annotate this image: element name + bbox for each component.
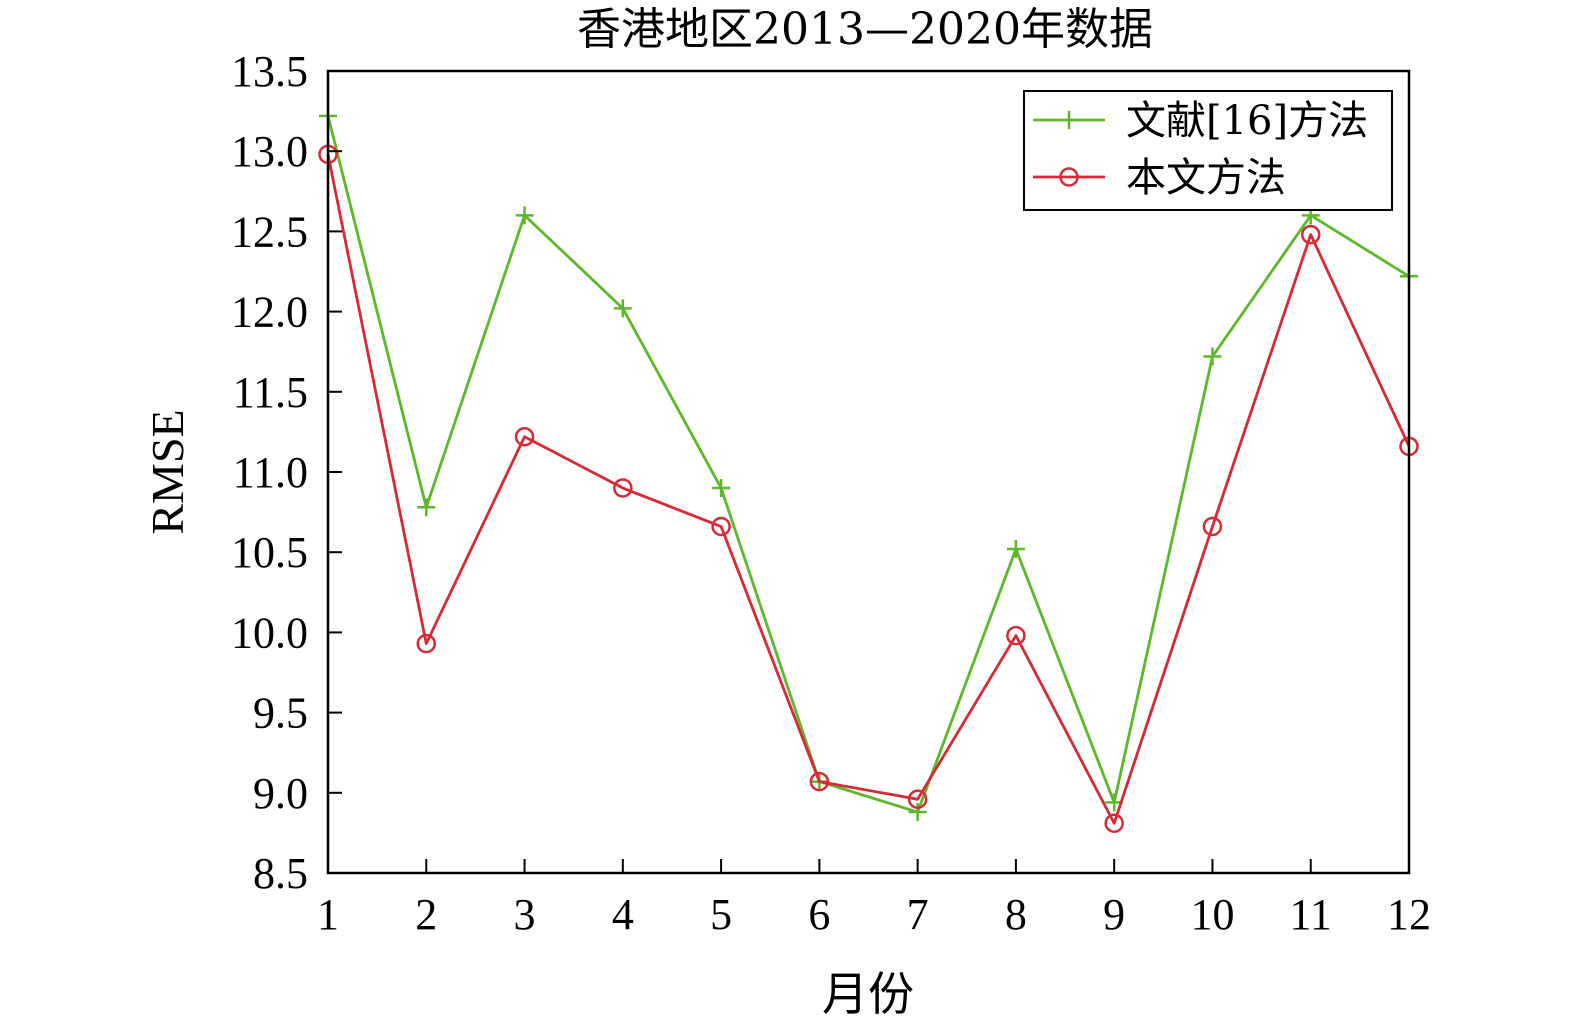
series-1-point [613, 299, 632, 318]
y-tick-label: 9.0 [253, 769, 308, 818]
series-1-point [417, 498, 436, 517]
series-2-point [1202, 516, 1223, 537]
y-tick-label: 11.5 [233, 368, 308, 417]
series-1-point [908, 803, 927, 822]
y-tick-label: 11.0 [233, 448, 308, 497]
series-1-point [1006, 539, 1025, 558]
legend-label: 本文方法 [1126, 155, 1286, 201]
x-tick-label: 3 [514, 890, 536, 939]
x-axis-label: 月份 [822, 969, 914, 1020]
y-axis-label: RMSE [142, 409, 193, 534]
series-2-point [416, 633, 437, 654]
x-tick-label: 12 [1387, 890, 1431, 939]
series-2-point [809, 771, 830, 792]
legend-swatch-marker [1060, 111, 1078, 129]
y-tick-label: 12.0 [231, 288, 308, 337]
x-tick-label: 11 [1290, 890, 1332, 939]
y-tick-label: 12.5 [231, 207, 308, 256]
y-tick-label: 13.5 [231, 47, 308, 96]
x-axis: 1 2 3 4 5 6 7 8 9 10 11 12 [317, 859, 1431, 939]
y-tick-label: 8.5 [253, 849, 308, 898]
series-line-2 [326, 154, 1411, 825]
series-2-point [907, 789, 928, 809]
x-tick-label: 9 [1103, 890, 1125, 939]
y-tick-label: 9.5 [253, 689, 308, 738]
series-1-point [515, 206, 534, 225]
series-1-point [1203, 347, 1222, 366]
y-tick-label: 10.0 [231, 608, 308, 657]
x-tick-label: 7 [907, 890, 929, 939]
y-tick-label: 10.5 [231, 528, 308, 577]
series-2-point [1104, 813, 1124, 834]
x-tick-label: 8 [1005, 890, 1027, 939]
series-2-point [514, 426, 535, 447]
series-1-point [712, 479, 731, 498]
x-tick-label: 5 [710, 890, 732, 939]
x-tick-label: 4 [612, 890, 634, 939]
series-2-point [613, 478, 633, 498]
legend-swatch-marker [1059, 167, 1079, 187]
x-tick-label: 2 [415, 890, 437, 939]
y-tick-label: 13.0 [231, 127, 308, 176]
series-2-point [1006, 625, 1026, 646]
chart-title: 香港地区2013—2020年数据 [577, 4, 1153, 55]
legend-box [1023, 90, 1393, 211]
series-2-point [711, 516, 731, 537]
y-axis: 8.5 9.0 9.5 10.0 10.5 11.0 11.5 12.0 12.5 13.0 13.… [231, 47, 342, 898]
legend-label: 文献[16]方法 [1126, 98, 1368, 144]
x-tick-label: 6 [808, 890, 830, 939]
series-2-point [1300, 224, 1321, 245]
x-tick-label: 10 [1190, 890, 1234, 939]
x-tick-label: 1 [317, 890, 339, 939]
series-layer [318, 106, 1419, 834]
series-line-1 [326, 115, 1410, 814]
